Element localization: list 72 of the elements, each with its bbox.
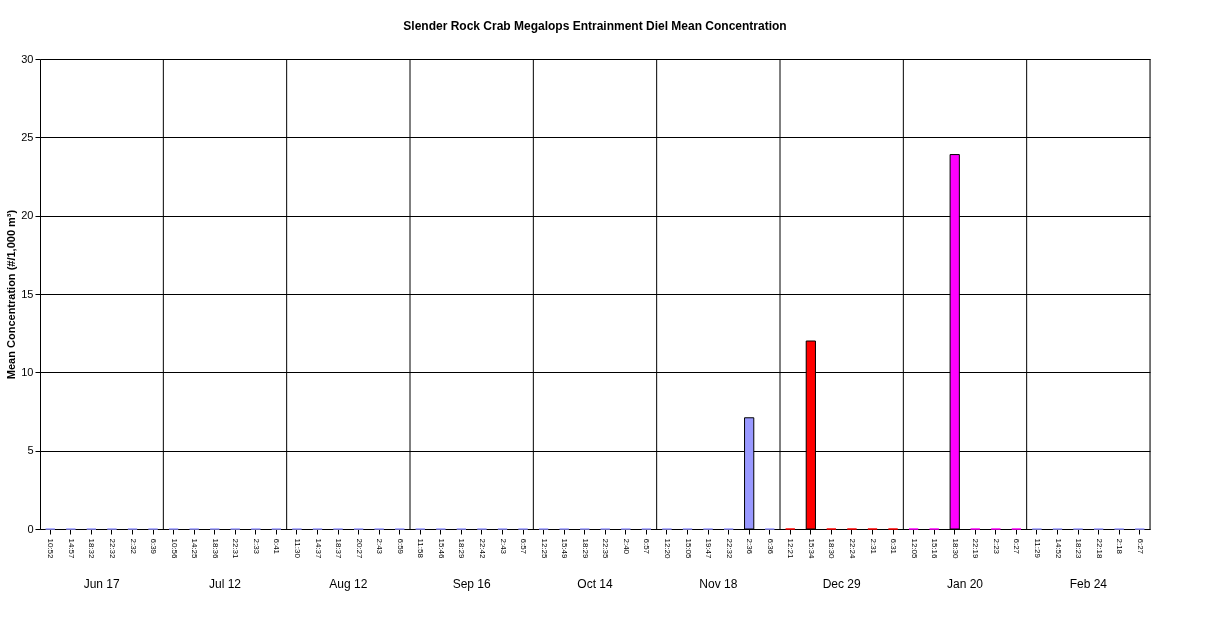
- x-tick-label: 15:05: [683, 538, 693, 560]
- x-tick-label: 18:30: [827, 538, 837, 560]
- y-tick-label: 20: [21, 209, 34, 222]
- x-tick-label: 6:57: [519, 538, 529, 555]
- x-tick-label: 6:41: [272, 538, 282, 555]
- y-tick-label: 5: [27, 444, 34, 457]
- x-tick-label: 6:39: [149, 538, 159, 555]
- x-tick-label: 11:58: [416, 538, 426, 559]
- text: Sep 16: [452, 577, 491, 591]
- y-tick-label: 15: [21, 287, 34, 300]
- x-tick-label: 14:25: [190, 538, 200, 560]
- y-tick-label: 30: [21, 52, 34, 65]
- chart-title: Slender Rock Crab Megalops Entrainment Diel Mean Concentration: [403, 19, 787, 33]
- x-tick-label: 10:52: [46, 538, 56, 560]
- x-tick-label: 15:16: [930, 538, 940, 560]
- x-tick-label: 6:36: [765, 538, 775, 555]
- text: Dec 29: [822, 577, 861, 591]
- text: Jun 17: [83, 577, 121, 591]
- x-tick-label: 2:32: [128, 538, 138, 555]
- x-tick-label: 22:42: [477, 538, 487, 560]
- x-tick-label: 15:34: [806, 538, 816, 560]
- y-tick-label: 25: [21, 130, 34, 143]
- x-tick-label: 11:30: [292, 538, 302, 559]
- x-tick-label: 22:19: [971, 538, 981, 560]
- x-tick-label: 15:49: [560, 538, 570, 560]
- x-tick-label: 10:56: [169, 538, 179, 560]
- x-tick-label: 6:57: [642, 538, 652, 555]
- y-tick-label: 10: [21, 365, 34, 378]
- x-tick-label: 19:47: [704, 538, 714, 560]
- x-tick-label: 22:24: [847, 538, 857, 560]
- x-tick-label: 2:36: [745, 538, 755, 555]
- x-tick-label: 6:31: [889, 538, 899, 555]
- x-tick-label: 2:18: [1115, 538, 1125, 555]
- text: Oct 14: [577, 577, 613, 591]
- x-tick-label: 11:29: [1032, 538, 1042, 559]
- x-tick-label: 22:35: [601, 538, 611, 560]
- x-tick-label: 12:05: [909, 538, 919, 560]
- text: Jul 12: [208, 577, 242, 591]
- x-tick-label: 2:43: [498, 538, 508, 555]
- x-tick-label: 6:27: [1012, 538, 1022, 555]
- x-tick-label: 12:20: [662, 538, 672, 560]
- x-tick-label: 6:59: [395, 538, 405, 555]
- text: Nov 18: [699, 577, 738, 591]
- x-tick-label: 15:46: [436, 538, 446, 560]
- x-tick-label: 2:23: [991, 538, 1001, 555]
- y-tick-label: 0: [27, 522, 34, 535]
- x-tick-label: 18:30: [950, 538, 960, 560]
- x-tick-label: 18:29: [457, 538, 467, 560]
- x-tick-label: 2:43: [375, 538, 385, 555]
- x-tick-label: 22:31: [231, 538, 241, 560]
- text: Aug 12: [329, 577, 368, 591]
- text: Feb 24: [1069, 577, 1108, 591]
- x-tick-label: 2:40: [621, 538, 631, 555]
- x-tick-label: 2:31: [868, 538, 878, 555]
- x-tick-label: 18:29: [580, 538, 590, 560]
- x-tick-label: 22:18: [1094, 538, 1104, 560]
- x-tick-label: 14:37: [313, 538, 323, 560]
- x-tick-label: 18:23: [1074, 538, 1084, 560]
- x-tick-label: 12:25: [539, 538, 549, 560]
- y-axis-title: Mean Concentration (#/1,000 m³): [5, 209, 18, 380]
- x-tick-label: 14:52: [1053, 538, 1063, 560]
- x-tick-label: 18:32: [87, 538, 97, 560]
- x-tick-label: 6:27: [1135, 538, 1145, 555]
- x-tick-label: 22:32: [724, 538, 734, 560]
- x-tick-label: 20:27: [354, 538, 364, 560]
- x-tick-label: 18:36: [210, 538, 220, 560]
- text: Jan 20: [946, 577, 984, 591]
- x-tick-label: 12:21: [786, 538, 796, 560]
- x-tick-label: 14:57: [66, 538, 76, 560]
- x-tick-label: 22:32: [107, 538, 117, 560]
- x-tick-label: 2:33: [251, 538, 261, 555]
- x-tick-label: 18:37: [334, 538, 344, 560]
